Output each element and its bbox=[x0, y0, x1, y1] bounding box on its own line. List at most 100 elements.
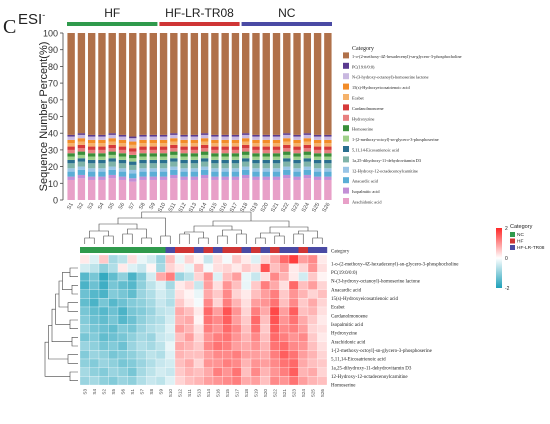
heatmap-cell bbox=[222, 358, 233, 368]
bar-segment bbox=[252, 176, 260, 180]
heatmap-cell bbox=[108, 280, 119, 290]
heatmap-cell bbox=[250, 332, 261, 342]
bar-segment bbox=[272, 149, 281, 154]
category-annotation-cell bbox=[317, 247, 328, 253]
heatmap-cell bbox=[79, 315, 90, 325]
bar-segment bbox=[118, 163, 127, 169]
heatmap-cell bbox=[174, 298, 185, 308]
category-annotation-cell bbox=[108, 247, 119, 253]
heatmap-cell bbox=[298, 315, 309, 325]
heatmap-cell bbox=[317, 272, 328, 282]
column-label: S16 bbox=[215, 389, 220, 398]
heatmap-cell bbox=[317, 254, 328, 264]
bar-segment bbox=[149, 33, 157, 135]
bar-segment bbox=[180, 136, 188, 140]
bar-segment bbox=[221, 134, 229, 137]
heatmap-cell bbox=[288, 306, 299, 316]
heatmap-cell bbox=[89, 358, 100, 368]
bar-segment bbox=[211, 143, 219, 147]
bar-segment bbox=[108, 161, 116, 167]
bar-segment bbox=[200, 138, 209, 142]
heatmap-cell bbox=[212, 358, 223, 368]
heatmap-cell bbox=[279, 358, 290, 368]
heatmap-cell bbox=[89, 350, 100, 360]
bar-segment bbox=[67, 179, 75, 200]
bar-segment bbox=[98, 163, 106, 169]
heatmap-cell bbox=[269, 341, 280, 351]
bar-segment bbox=[231, 179, 240, 200]
ionization-mode-label: ESI- bbox=[18, 10, 46, 28]
heatmap-cell bbox=[146, 367, 157, 377]
heatmap-cell bbox=[165, 341, 176, 351]
heatmap-cell bbox=[89, 324, 100, 334]
bar-segment bbox=[190, 156, 199, 160]
heatmap-cell bbox=[127, 332, 138, 342]
heatmap-cell bbox=[250, 254, 261, 264]
bar-segment bbox=[180, 179, 188, 200]
bar-segment bbox=[272, 146, 281, 150]
x-tick-label: S18 bbox=[239, 202, 249, 213]
bar-segment bbox=[272, 143, 281, 147]
bar-segment bbox=[190, 139, 199, 144]
category-legend-entry: HF-LR-TR08 bbox=[517, 245, 545, 251]
heatmap-cell bbox=[174, 315, 185, 325]
dendrogram-link bbox=[274, 235, 285, 244]
heatmap-cell bbox=[108, 324, 119, 334]
bar-segment bbox=[303, 148, 312, 152]
x-tick-label: S22 bbox=[280, 202, 290, 213]
bar-segment bbox=[211, 159, 219, 164]
legend-swatch bbox=[343, 83, 349, 90]
bar-segment bbox=[139, 159, 147, 164]
heatmap-cell bbox=[298, 254, 309, 264]
bar-segment bbox=[87, 171, 96, 177]
heatmap-cell bbox=[212, 272, 223, 282]
bar-segment bbox=[313, 176, 322, 180]
heatmap-cell bbox=[203, 332, 214, 342]
heatmap-cell bbox=[250, 350, 261, 360]
y-tick-label: 70 bbox=[48, 79, 58, 89]
legend-title: Category bbox=[352, 46, 374, 52]
x-tick-label: S24 bbox=[301, 202, 311, 213]
heatmap-cell bbox=[222, 350, 233, 360]
heatmap-cell bbox=[98, 289, 109, 299]
column-label: S19 bbox=[253, 389, 258, 398]
heatmap-cell bbox=[241, 254, 252, 264]
dendrogram-link bbox=[269, 226, 309, 233]
dendrogram-link bbox=[179, 233, 190, 244]
heatmap-cell bbox=[279, 324, 290, 334]
bar-segment bbox=[170, 169, 178, 175]
bar-segment bbox=[149, 146, 157, 150]
heatmap-cell bbox=[174, 280, 185, 290]
bar-segment bbox=[149, 156, 157, 160]
bar-segment bbox=[262, 171, 270, 177]
heatmap-cell bbox=[241, 298, 252, 308]
bar-segment bbox=[221, 156, 229, 160]
dendrogram-link bbox=[312, 237, 323, 244]
y-tick-label: 50 bbox=[48, 112, 58, 122]
heatmap-cell bbox=[193, 332, 204, 342]
heatmap-cell bbox=[79, 306, 90, 316]
category-annotation-cell bbox=[156, 247, 166, 253]
bar-segment bbox=[149, 134, 157, 137]
bar-segment bbox=[200, 144, 209, 149]
bar-segment bbox=[262, 136, 270, 140]
x-tick-label: S26 bbox=[322, 202, 332, 213]
bar-segment bbox=[108, 151, 116, 155]
heatmap-cell bbox=[298, 332, 309, 342]
heatmap-cell bbox=[250, 376, 261, 386]
heatmap-cell bbox=[155, 272, 166, 282]
heatmap-cell bbox=[231, 306, 242, 316]
bar-segment bbox=[159, 134, 168, 137]
bar-segment bbox=[77, 154, 86, 159]
bar-segment bbox=[129, 178, 137, 182]
bar-segment bbox=[77, 174, 86, 179]
bar-segment bbox=[242, 158, 250, 162]
heatmap-cell bbox=[250, 324, 261, 334]
bar-segment bbox=[242, 33, 250, 134]
heatmap-cell bbox=[108, 367, 119, 377]
bar-segment bbox=[211, 136, 219, 140]
bar-segment bbox=[129, 141, 137, 145]
heatmap-cell bbox=[127, 358, 138, 368]
heatmap-cell bbox=[203, 350, 214, 360]
bar-segment bbox=[129, 154, 137, 159]
